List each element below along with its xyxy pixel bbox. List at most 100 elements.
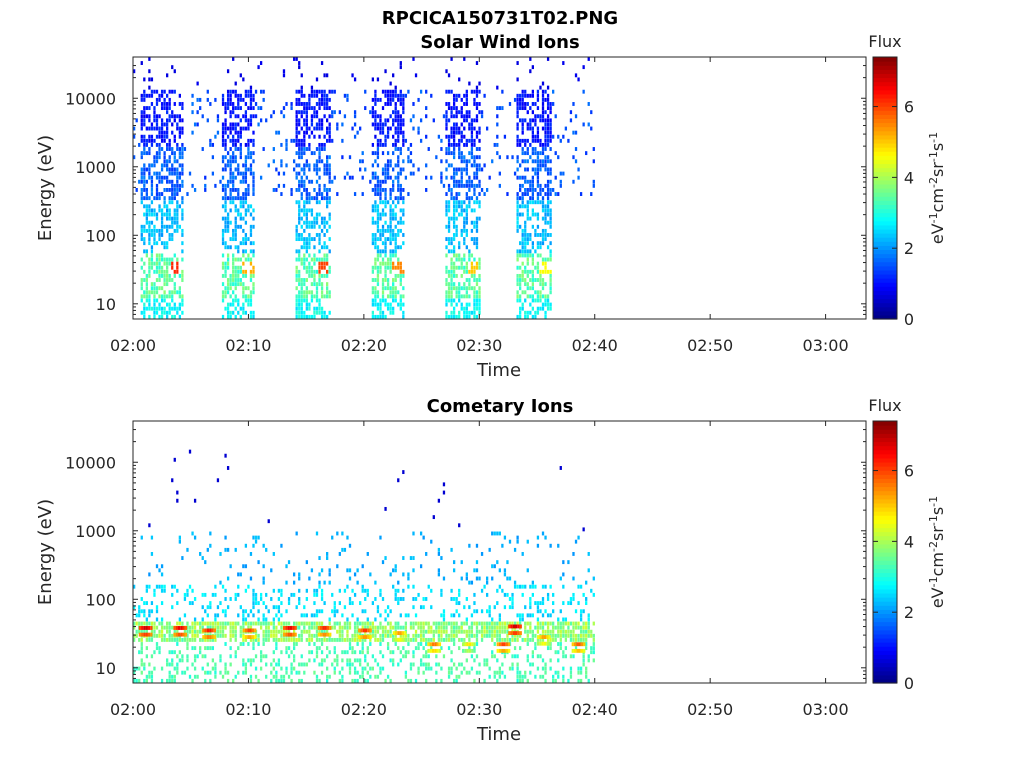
heatmap-cell bbox=[450, 114, 453, 119]
heatmap-cell bbox=[544, 584, 547, 589]
heatmap-cell bbox=[493, 625, 496, 630]
heatmap-cell bbox=[229, 637, 232, 642]
heatmap-cell bbox=[587, 57, 590, 61]
heatmap-cell bbox=[145, 298, 148, 303]
heatmap-cell bbox=[552, 629, 555, 634]
heatmap-cell bbox=[171, 216, 174, 221]
heatmap-cell bbox=[485, 188, 489, 192]
heatmap-cell bbox=[234, 269, 237, 274]
heatmap-cell bbox=[496, 670, 499, 675]
heatmap-cell bbox=[506, 633, 509, 638]
heatmap-cell bbox=[158, 196, 161, 201]
heatmap-cell bbox=[452, 310, 456, 315]
heatmap-cell bbox=[569, 621, 573, 626]
heatmap-cell bbox=[252, 290, 255, 295]
heatmap-cell bbox=[572, 621, 575, 626]
heatmap-cell bbox=[460, 273, 463, 278]
heatmap-cell bbox=[381, 151, 385, 156]
heatmap-cell bbox=[242, 228, 245, 233]
heatmap-cell bbox=[173, 650, 176, 655]
heatmap-cell bbox=[399, 306, 402, 311]
heatmap-cell bbox=[531, 613, 534, 618]
heatmap-cell bbox=[463, 167, 466, 172]
heatmap-cell bbox=[163, 200, 166, 205]
heatmap-cell bbox=[577, 625, 580, 630]
heatmap-cell bbox=[143, 142, 146, 147]
heatmap-cell bbox=[186, 658, 189, 663]
heatmap-cell bbox=[318, 621, 321, 626]
heatmap-cell bbox=[320, 93, 324, 98]
heatmap-cell bbox=[539, 674, 542, 679]
heatmap-cell bbox=[252, 114, 255, 119]
heatmap-cell bbox=[452, 237, 456, 242]
heatmap-cell bbox=[295, 294, 298, 299]
heatmap-cell bbox=[155, 155, 159, 160]
heatmap-cell bbox=[516, 294, 519, 299]
heatmap-cell bbox=[338, 625, 341, 630]
heatmap-cell bbox=[452, 249, 456, 254]
heatmap-cell bbox=[546, 302, 550, 307]
heatmap-cell bbox=[475, 278, 479, 282]
heatmap-cell bbox=[452, 253, 456, 258]
heatmap-cell bbox=[323, 310, 326, 315]
heatmap-cell bbox=[326, 126, 329, 131]
colorbar-segment bbox=[873, 163, 897, 169]
heatmap-cell bbox=[521, 233, 524, 237]
heatmap-cell bbox=[452, 196, 456, 201]
heatmap-cell bbox=[374, 314, 377, 319]
heatmap-cell bbox=[315, 147, 319, 151]
heatmap-cell bbox=[239, 306, 242, 311]
heatmap-cells bbox=[133, 449, 595, 683]
heatmap-cell bbox=[285, 138, 288, 143]
heatmap-cell bbox=[328, 89, 331, 94]
heatmap-cell bbox=[287, 601, 291, 606]
heatmap-cell bbox=[320, 306, 324, 311]
heatmap-cell bbox=[221, 126, 225, 131]
heatmap-cell bbox=[239, 196, 242, 201]
heatmap-cell bbox=[163, 298, 166, 303]
heatmap-cell bbox=[503, 621, 507, 626]
heatmap-cell bbox=[524, 188, 527, 192]
colorbar-segment bbox=[873, 81, 897, 87]
heatmap-cell bbox=[213, 628, 216, 633]
heatmap-cell bbox=[529, 637, 532, 642]
heatmap-cell bbox=[328, 269, 331, 274]
heatmap-cell bbox=[524, 102, 527, 106]
heatmap-cell bbox=[402, 233, 405, 237]
heatmap-cell bbox=[168, 89, 171, 94]
heatmap-cell bbox=[386, 629, 390, 634]
heatmap-cell bbox=[455, 257, 458, 262]
x-tick-label: 03:00 bbox=[803, 336, 849, 355]
heatmap-cell bbox=[209, 678, 212, 683]
heatmap-cell bbox=[397, 188, 400, 192]
heatmap-cell bbox=[348, 670, 352, 675]
heatmap-cell bbox=[323, 97, 326, 102]
heatmap-cell bbox=[346, 629, 349, 634]
heatmap-cell bbox=[173, 220, 176, 225]
heatmap-cell bbox=[447, 208, 451, 213]
heatmap-cell bbox=[206, 97, 209, 102]
heatmap-cell bbox=[549, 212, 552, 217]
heatmap-cell bbox=[458, 192, 461, 196]
heatmap-cell bbox=[232, 196, 235, 201]
heatmap-cell bbox=[364, 625, 367, 630]
heatmap-cell bbox=[305, 249, 308, 254]
heatmap-cell bbox=[285, 670, 288, 675]
heatmap-cell bbox=[229, 192, 232, 196]
heatmap-cell bbox=[201, 114, 204, 119]
heatmap-cell bbox=[244, 249, 248, 254]
heatmap-cell bbox=[371, 265, 375, 270]
heatmap-cell bbox=[531, 102, 534, 106]
heatmap-cell bbox=[191, 130, 194, 135]
heatmap-cell bbox=[140, 646, 143, 651]
heatmap-cell bbox=[168, 97, 171, 102]
heatmap-cell bbox=[577, 535, 580, 540]
heatmap-cell bbox=[252, 282, 255, 287]
heatmap-cell bbox=[323, 314, 326, 319]
heatmap-cell bbox=[323, 147, 326, 151]
heatmap-cell bbox=[140, 175, 143, 180]
colorbar-segment bbox=[873, 249, 897, 255]
heatmap-cell bbox=[303, 282, 306, 287]
heatmap-cell bbox=[465, 233, 468, 237]
heatmap-cell bbox=[176, 171, 179, 176]
